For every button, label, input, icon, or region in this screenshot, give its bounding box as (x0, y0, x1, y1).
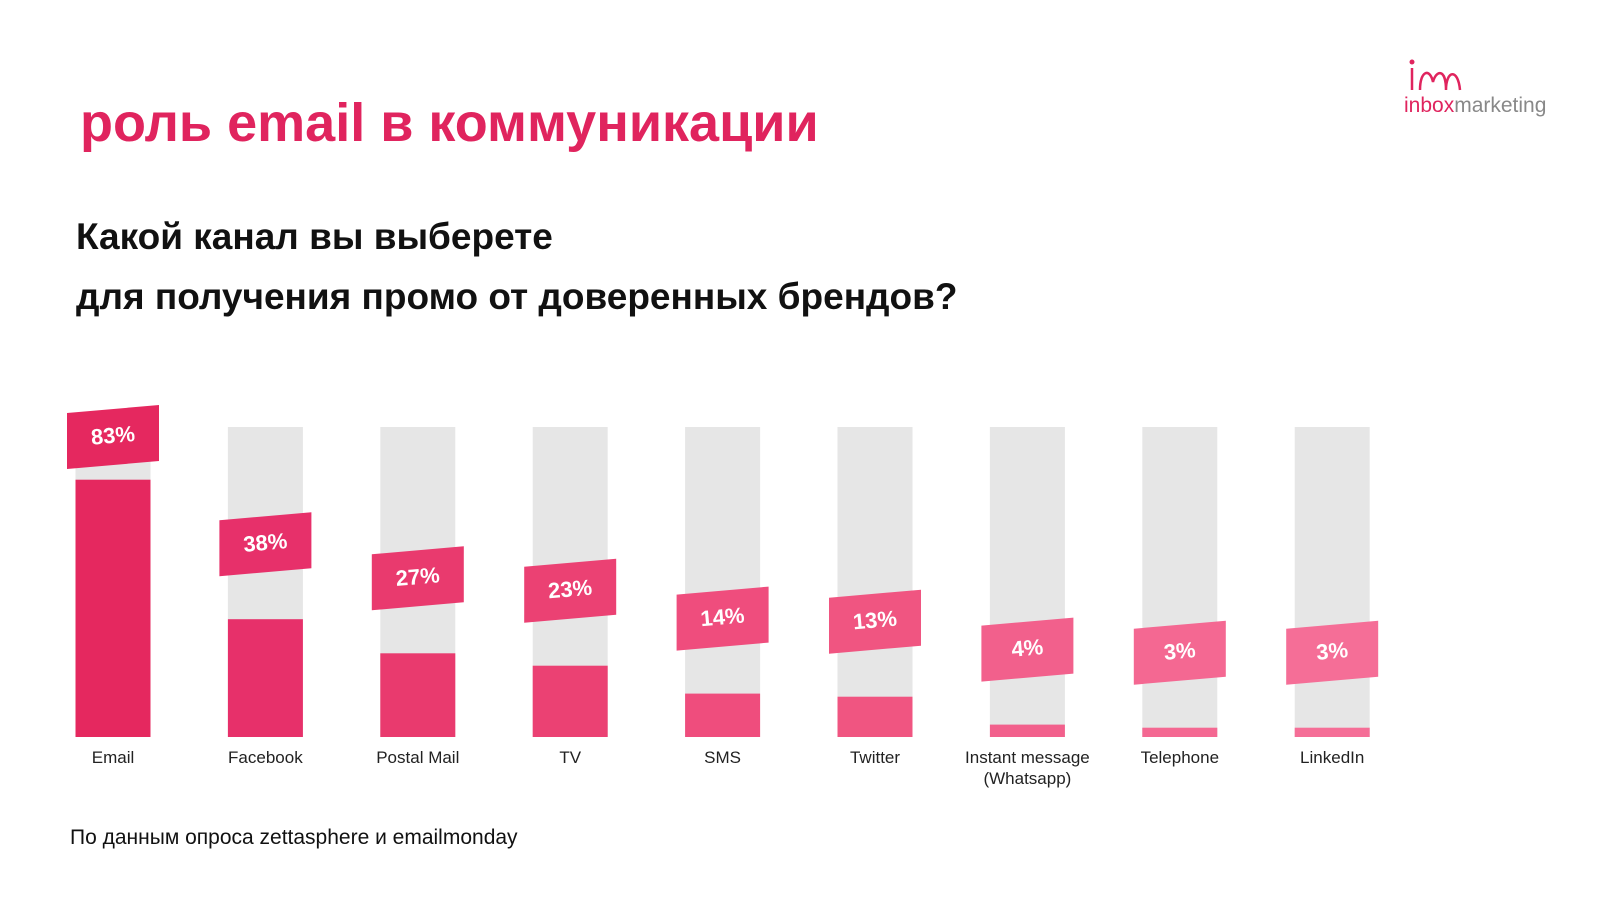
chart-title: роль email в коммуникации (80, 93, 819, 153)
x-tick-label: SMS (704, 748, 742, 767)
tag-shape (676, 586, 769, 651)
bar (989, 724, 1065, 737)
bar (227, 619, 303, 737)
tag-shape (524, 558, 617, 623)
value-tag: 23% (524, 558, 617, 623)
bar (380, 653, 456, 737)
tag-shape (1286, 620, 1379, 685)
value-tag: 4% (981, 617, 1074, 682)
bar (837, 696, 913, 737)
value-label: 27% (395, 562, 441, 591)
bar-track (837, 427, 913, 737)
logo-icon (1410, 68, 1462, 91)
logo-text: marketing (1454, 94, 1547, 117)
bar (75, 479, 151, 737)
x-tick-label: Email (91, 748, 135, 767)
value-label: 3% (1315, 637, 1349, 665)
x-tick-label: Twitter (849, 748, 901, 767)
value-label: 13% (852, 606, 898, 635)
value-label: 3% (1163, 637, 1197, 665)
subtitle: Какой канал вы выберете (76, 216, 553, 257)
x-tick-label: Postal Mail (376, 748, 460, 767)
value-tag: 38% (219, 512, 312, 577)
logo: inboxmarketing (1404, 94, 1546, 118)
value-label: 23% (547, 575, 593, 604)
value-label: 83% (90, 421, 136, 450)
bar-track (1142, 427, 1218, 737)
value-tag: 3% (1286, 620, 1379, 685)
source-note: По данным опроса zettasphere и emailmond… (70, 826, 518, 849)
value-tag: 13% (829, 589, 921, 654)
value-tag: 14% (676, 586, 769, 651)
tag-shape (67, 405, 159, 469)
value-label: 4% (1010, 634, 1044, 662)
bar-track (685, 427, 761, 737)
x-tick-label: LinkedIn (1300, 748, 1365, 767)
value-label: 38% (242, 528, 288, 557)
x-tick-label: Facebook (228, 748, 303, 767)
tag-shape (829, 589, 921, 654)
tag-shape (219, 512, 312, 577)
tag-shape (1133, 620, 1226, 685)
x-tick-label: TV (559, 748, 582, 767)
bar (1142, 727, 1218, 737)
value-tag: 27% (371, 546, 464, 611)
x-tick-label: Instant message (Whatsapp) (965, 748, 1090, 788)
logo-text: inbox (1404, 94, 1455, 117)
value-tag: 3% (1133, 620, 1226, 685)
tag-shape (981, 617, 1074, 682)
logo-dot (1409, 59, 1415, 65)
bar (532, 665, 608, 737)
bar-track (989, 427, 1065, 737)
subtitle: для получения промо от доверенных брендо… (76, 276, 958, 317)
value-label: 14% (699, 603, 745, 632)
bar-track (1294, 427, 1370, 737)
x-tick-label: Telephone (1140, 748, 1220, 767)
bar (685, 693, 761, 737)
bar (1294, 727, 1370, 737)
value-tag: 83% (67, 405, 159, 469)
tag-shape (371, 546, 464, 611)
